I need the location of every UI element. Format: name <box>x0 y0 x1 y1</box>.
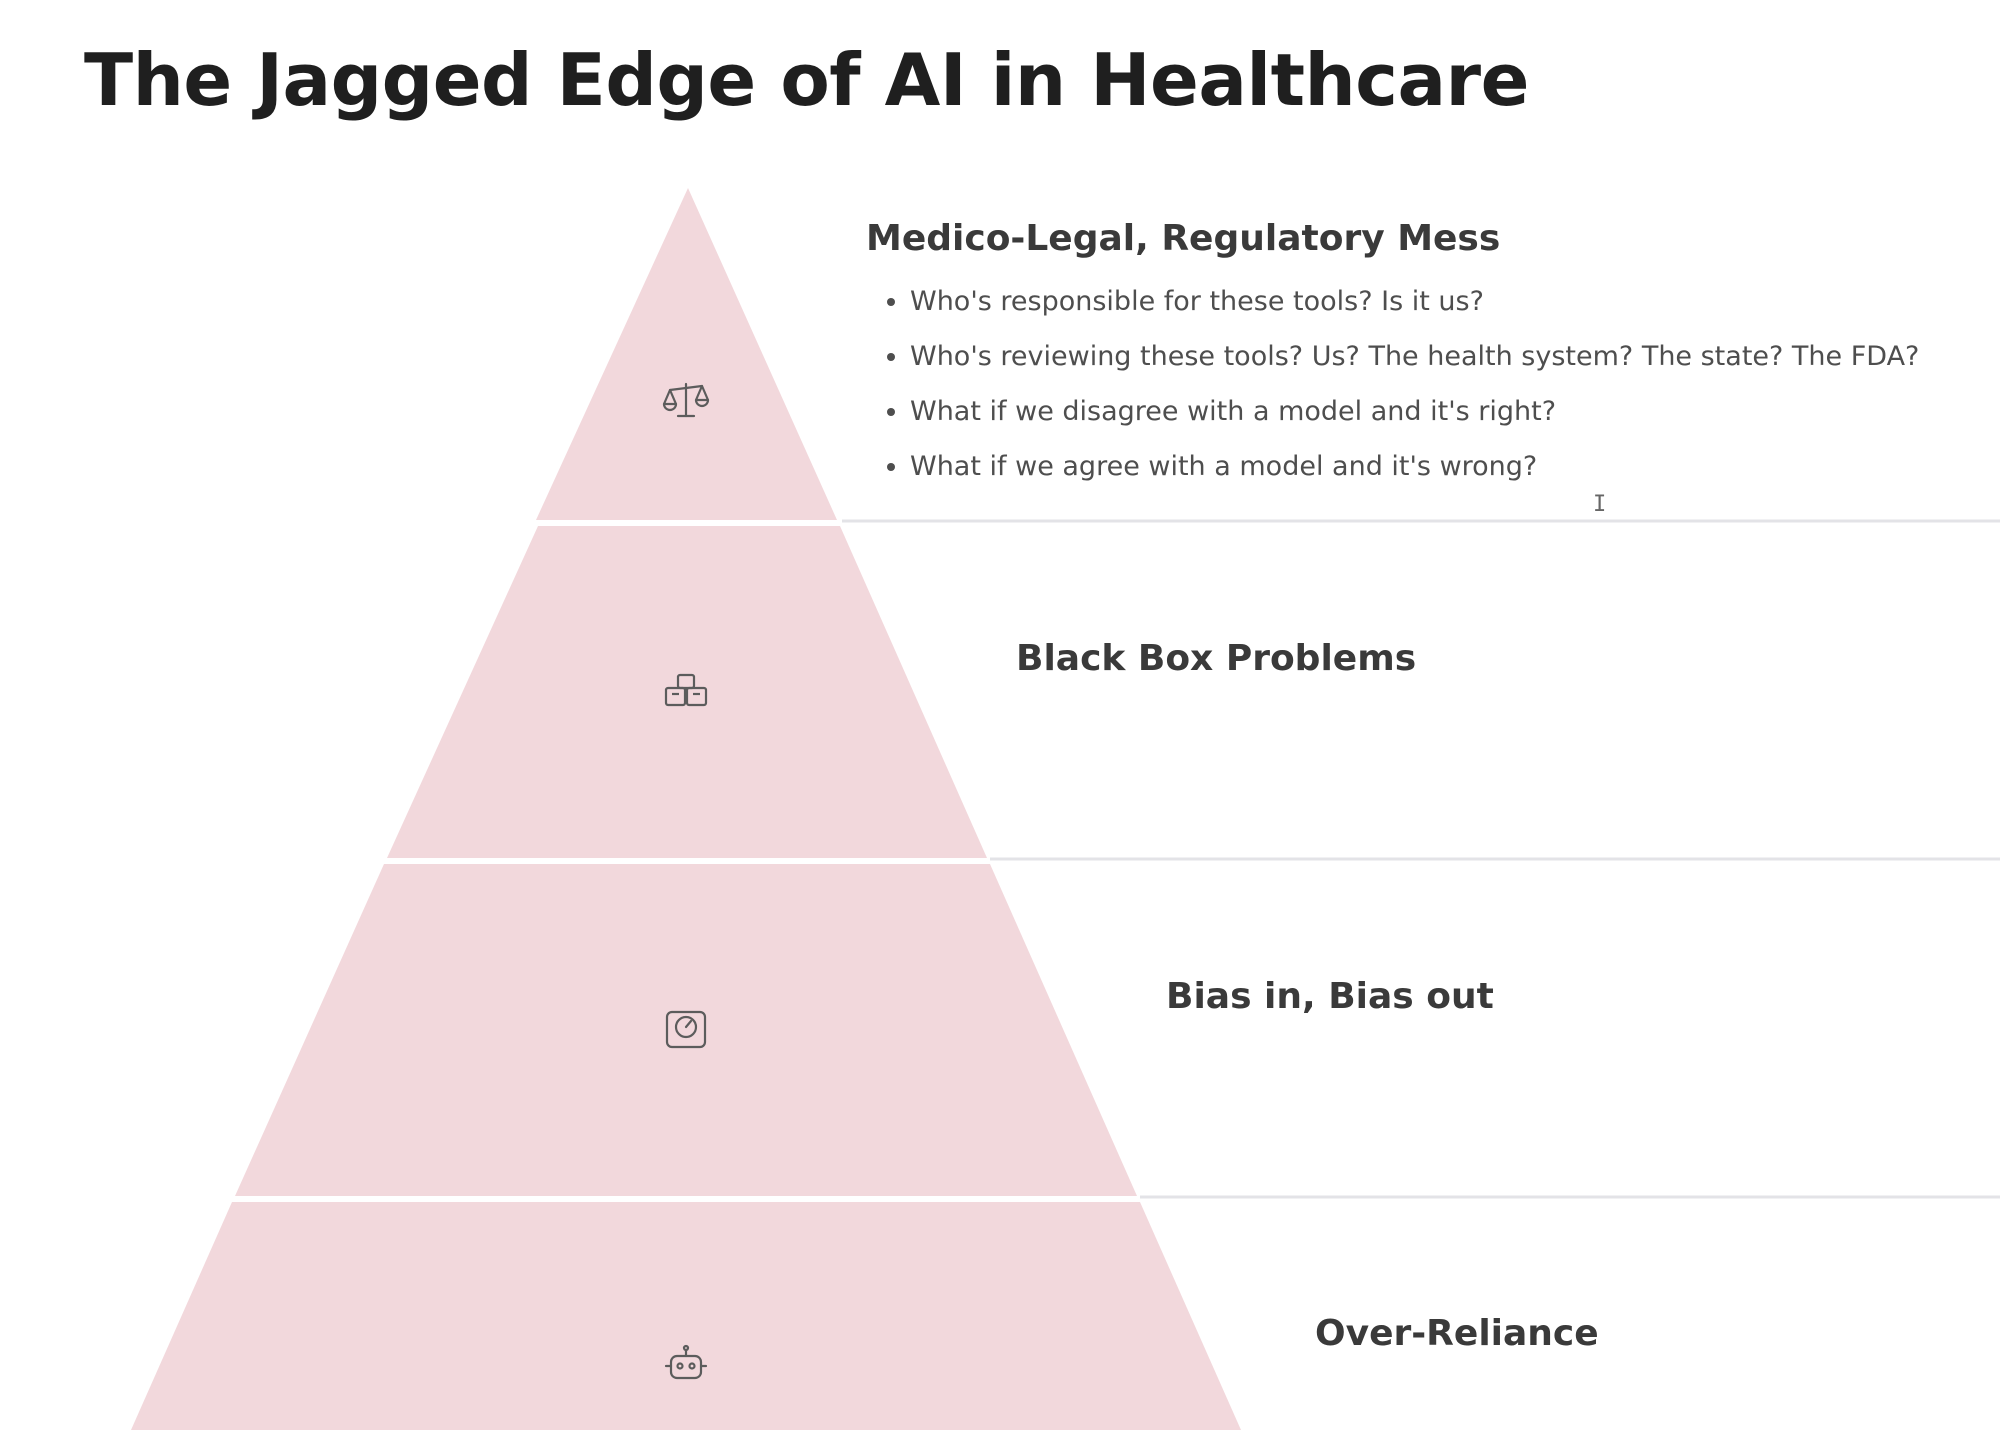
text-cursor-icon: I <box>1593 492 1607 517</box>
pyramid-tier-top <box>536 188 837 520</box>
tier-title-black-box: Black Box Problems <box>1016 638 1417 679</box>
pyramid-tier-3 <box>235 864 1137 1196</box>
boxes-icon <box>664 673 708 707</box>
slide-title: The Jagged Edge of AI in Healthcare <box>84 38 1529 122</box>
tier-bullets-medico-legal: Who's responsible for these tools? Is it… <box>870 284 1919 504</box>
tier-title-bias: Bias in, Bias out <box>1166 976 1494 1017</box>
pyramid-tier-base <box>131 1202 1241 1430</box>
bullet-item: What if we disagree with a model and it'… <box>910 394 1919 449</box>
bullet-item: What if we agree with a model and it's w… <box>910 449 1919 504</box>
tier-title-over-reliance: Over-Reliance <box>1315 1313 1599 1354</box>
robot-icon <box>664 1344 708 1380</box>
bullet-item: Who's reviewing these tools? Us? The hea… <box>910 339 1919 394</box>
scales-icon <box>662 382 710 418</box>
bullet-item: Who's responsible for these tools? Is it… <box>910 284 1919 339</box>
scale-device-icon <box>665 1010 707 1049</box>
tier-title-medico-legal: Medico-Legal, Regulatory Mess <box>866 218 1501 259</box>
